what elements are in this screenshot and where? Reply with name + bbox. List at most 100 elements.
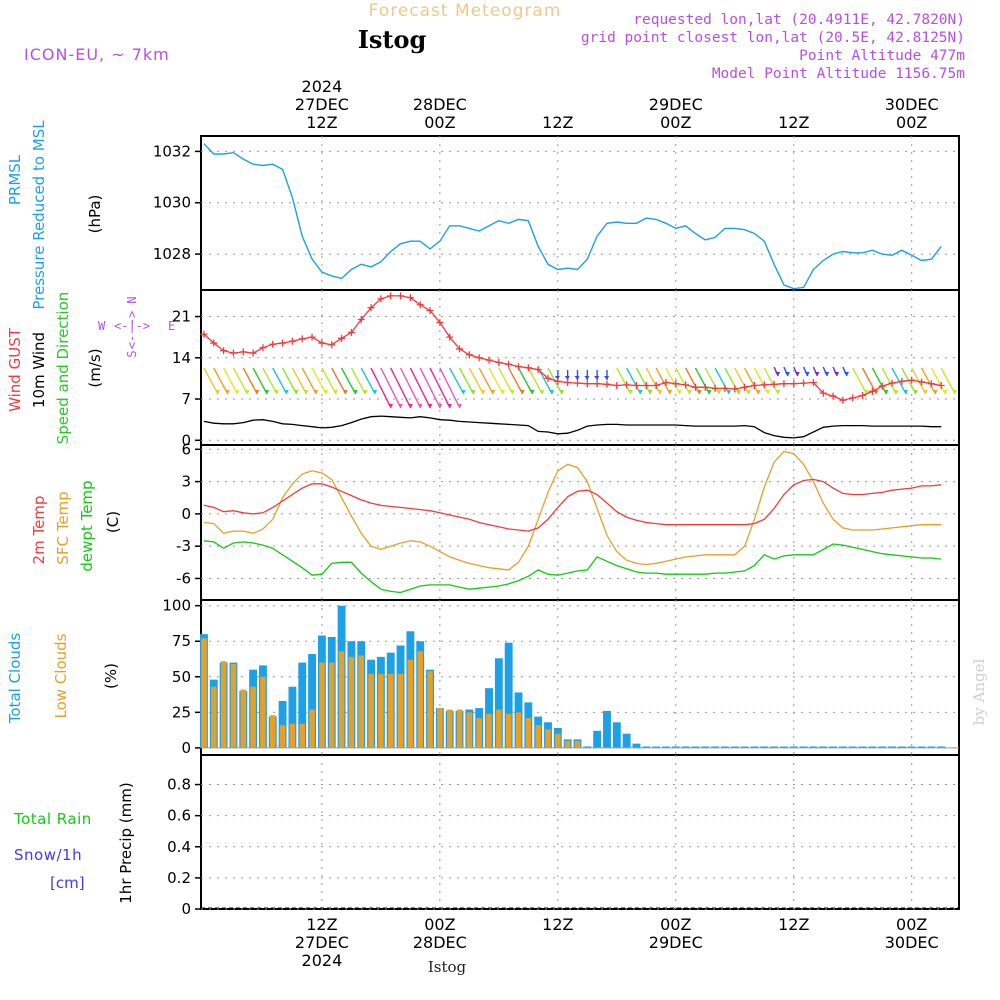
gust-marker — [878, 382, 886, 390]
bar-low-clouds — [564, 740, 571, 748]
time-label-top: 12Z — [306, 113, 337, 132]
gust-marker — [239, 348, 247, 356]
gust-marker — [701, 383, 709, 391]
bar-total-clouds — [789, 746, 798, 748]
panel-frame — [200, 754, 960, 910]
gust-marker — [849, 394, 857, 402]
time-label-top: 28DEC — [413, 95, 467, 114]
y-tick-label: 0.2 — [167, 869, 191, 887]
gust-marker — [279, 339, 287, 347]
panel-frame — [200, 289, 960, 446]
gust-marker — [711, 384, 719, 392]
gust-marker — [298, 335, 306, 343]
wind-direction-arrow — [930, 367, 946, 395]
bar-low-clouds — [289, 723, 296, 748]
wind-arrow-head — [686, 390, 692, 394]
wind-arrow-head — [647, 390, 653, 394]
wind-direction-arrow — [871, 367, 888, 395]
wind-arrow-head — [437, 404, 443, 408]
wind-arrow-head — [470, 390, 476, 394]
bar-low-clouds — [476, 718, 482, 748]
wind-arrow-head — [323, 390, 329, 394]
wind-direction-arrow — [734, 367, 750, 395]
bar-total-clouds — [740, 746, 749, 748]
bar-low-clouds — [240, 689, 247, 748]
wind-direction-arrow — [370, 367, 392, 409]
wind-direction-arrow — [203, 367, 219, 395]
gust-marker — [583, 380, 591, 388]
y-tick-label: -3 — [176, 537, 191, 555]
wind-arrow-head — [352, 390, 358, 394]
gust-marker — [731, 385, 739, 393]
wind-direction-arrow — [881, 367, 897, 395]
label-sfc-temp: SFC Temp — [54, 491, 72, 564]
bar-low-clouds — [328, 662, 335, 748]
wind-arrow-head — [509, 390, 515, 394]
bar-total-clouds — [760, 746, 769, 748]
wind-arrow-head — [883, 390, 889, 394]
wind-arrow-head — [667, 390, 673, 394]
wind-direction-arrow — [685, 367, 701, 395]
wind-arrow-head — [716, 390, 722, 394]
time-label-bottom: 00Z — [424, 915, 455, 934]
wind-arrow-head — [706, 390, 712, 394]
bar-total-clouds — [897, 746, 906, 748]
gust-marker — [927, 380, 935, 388]
gust-marker — [573, 379, 581, 387]
wind-direction-arrow — [488, 367, 504, 395]
bar-total-clouds — [917, 746, 926, 748]
wind-arrow-head — [922, 390, 928, 394]
label-total-clouds: Total Clouds — [6, 633, 24, 725]
gust-marker — [691, 383, 699, 391]
bar-total-clouds — [858, 746, 867, 748]
bar-total-clouds — [583, 746, 592, 748]
wind-direction-arrow — [478, 367, 494, 395]
y-tick-label: 0.8 — [167, 776, 191, 794]
bar-total-clouds — [671, 746, 680, 748]
y-tick-label: 14 — [172, 349, 191, 367]
wind-arrow-head — [362, 390, 368, 394]
bar-total-clouds — [819, 746, 828, 748]
wind-arrow-head — [224, 390, 230, 394]
series-dewpt-temp — [203, 540, 942, 594]
time-label-bottom: 29DEC — [649, 933, 703, 952]
wind-arrow-head — [529, 390, 535, 394]
bar-total-clouds — [308, 654, 317, 748]
gust-marker — [367, 304, 375, 312]
wind-direction-arrow — [753, 367, 770, 395]
wind-arrow-head — [696, 390, 702, 394]
bar-total-clouds — [848, 746, 857, 748]
bar-total-clouds — [593, 730, 602, 748]
wind-direction-arrow — [222, 367, 239, 395]
gust-marker — [426, 307, 434, 315]
bar-low-clouds — [279, 725, 286, 748]
y-tick-label: 0 — [181, 900, 191, 918]
wind-arrow-head — [804, 372, 810, 376]
bar-total-clouds — [622, 733, 631, 748]
time-label-top: 12Z — [778, 113, 809, 132]
bar-total-clouds — [494, 658, 503, 748]
wind-direction-arrow — [861, 367, 878, 395]
wind-direction-arrow — [331, 367, 347, 395]
gust-marker — [357, 315, 365, 323]
wind-direction-arrow — [301, 367, 317, 395]
bar-low-clouds — [466, 712, 473, 748]
gust-marker — [790, 380, 798, 388]
wind-arrow-head — [942, 390, 948, 394]
wind-arrow-head — [234, 390, 240, 394]
gust-marker — [800, 379, 808, 387]
wind-direction-arrow — [763, 367, 779, 395]
gust-marker — [908, 376, 916, 384]
gust-marker — [741, 383, 749, 391]
wind-arrow-head — [755, 390, 761, 394]
bar-low-clouds — [486, 713, 492, 748]
gust-marker — [593, 380, 601, 388]
wind-arrow-head — [244, 390, 250, 394]
bar-total-clouds — [730, 746, 739, 748]
bar-low-clouds — [574, 740, 581, 748]
bar-low-clouds — [211, 686, 217, 748]
bar-low-clouds — [515, 712, 522, 748]
y-tick-label: 0.6 — [167, 807, 191, 825]
wind-arrow-head — [549, 390, 555, 394]
bar-low-clouds — [437, 708, 443, 748]
